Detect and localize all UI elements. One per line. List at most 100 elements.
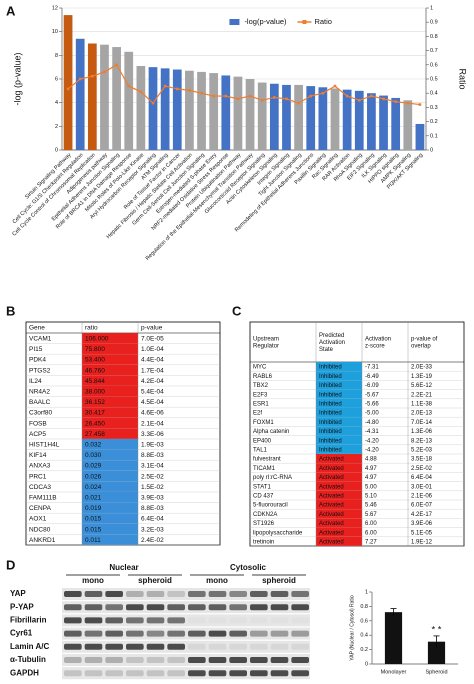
table-cell: Activated (319, 521, 344, 527)
table-cell: Inhibited (319, 374, 342, 380)
ratio-marker (382, 97, 385, 101)
blot-band (208, 630, 227, 637)
blot-row-label: α-Tubulin (10, 655, 46, 664)
blot-band (126, 604, 144, 611)
blot-band (270, 643, 289, 650)
table-cell: Activated (319, 512, 344, 518)
table-cell: Activated (319, 503, 344, 509)
cell-highlight (316, 518, 362, 528)
blot-band (105, 643, 123, 650)
cell-highlight (82, 375, 138, 386)
blot-band (126, 670, 144, 677)
blot-band (270, 591, 289, 597)
blot-band (188, 643, 206, 650)
table-cell: -4.31 (365, 429, 379, 435)
blot-band (146, 617, 165, 624)
table-cell: 3.1E-04 (141, 463, 164, 470)
blot-band (105, 670, 123, 677)
table-cell: Inhibited (319, 411, 342, 417)
table-cell: EP400 (253, 438, 272, 444)
y-tick-label: 6 (55, 76, 58, 82)
cell-highlight (316, 527, 362, 537)
table-cell: -4.80 (365, 420, 379, 426)
table-cell: Inhibited (319, 365, 342, 371)
table-cell: 1.7E-04 (141, 367, 164, 374)
table-cell: CDKN2A (253, 512, 277, 518)
blot-band (84, 670, 103, 677)
bar (415, 123, 425, 150)
ratio-marker (321, 91, 325, 95)
blot-band (291, 604, 309, 611)
blot-band (208, 657, 227, 663)
ratio-marker (163, 84, 167, 88)
blot-band (64, 617, 82, 624)
blot-band (64, 670, 82, 677)
y2-axis-title: Ratio (458, 68, 468, 89)
blot-band (208, 604, 227, 611)
blot-band (146, 591, 165, 597)
bar (306, 86, 316, 150)
table-cell: Activated (319, 493, 344, 499)
bar (221, 75, 231, 150)
y-axis-title: YAP (Nuclear / Cytosol) Ratio (349, 595, 355, 661)
table-cell: MYC (253, 365, 267, 371)
blot-band (64, 657, 82, 663)
bar (318, 87, 328, 150)
table-cell: ANXA3 (29, 463, 51, 470)
table-cell: 3.2E-03 (141, 526, 164, 533)
table-cell: 2.1E-06 (411, 493, 433, 499)
table-cell: Activated (319, 466, 344, 472)
cell-highlight (82, 343, 138, 355)
blot-row-label: YAP (10, 589, 26, 598)
table-cell: 4.88 (365, 457, 377, 463)
table-cell: E2f (253, 411, 262, 417)
table-cell: C3orf80 (29, 410, 53, 417)
cell-highlight (82, 534, 138, 545)
x-tick-label: Monolayer (381, 669, 407, 675)
blot-band (270, 630, 289, 637)
table-cell: 5.1E-05 (411, 530, 433, 536)
table-cell: 1.9E-03 (141, 442, 164, 449)
table-cell: STAT1 (253, 484, 271, 490)
ratio-marker (212, 94, 215, 98)
table-cell: Inhibited (319, 420, 342, 426)
blot-band (84, 643, 103, 650)
ratio-marker (66, 87, 70, 91)
table-cell: 5.2E-03 (411, 447, 433, 453)
ratio-marker (175, 87, 179, 91)
table-cell: 4.97 (365, 475, 377, 481)
blot-row-label: Lamin A/C (10, 642, 49, 651)
table-cell: 2.2E-21 (411, 392, 433, 398)
y2-tick-label: 0.6 (430, 62, 438, 68)
y2-tick-label: 1 (430, 5, 433, 11)
table-cell: E2F3 (253, 392, 268, 398)
blot-band (64, 630, 82, 637)
cell-highlight (82, 396, 138, 408)
table-cell: 4.5E-04 (141, 399, 164, 406)
panel-label: C (232, 303, 242, 318)
table-cell: 5-fluorouracil (253, 503, 288, 509)
y2-tick-label: 0.9 (430, 20, 438, 26)
blot-strip (62, 627, 310, 640)
header-cell: Upstream Regulator (253, 336, 279, 349)
y-tick-label: 0 (55, 147, 58, 153)
blot-band (84, 617, 103, 624)
panel-label: D (6, 557, 15, 572)
table-cell: 3.9E-03 (141, 495, 164, 502)
blot-band (105, 591, 123, 597)
blot-band (188, 604, 206, 611)
table-cell: 6.4E-04 (411, 475, 433, 481)
table-cell: 1.9E-12 (411, 539, 433, 545)
blot-band (270, 657, 289, 663)
table-cell: Activated (319, 475, 344, 481)
panel-label: A (6, 3, 16, 18)
cell-highlight (82, 460, 138, 471)
header-cell: p-value (141, 324, 163, 331)
table-cell: 8.2E-13 (411, 438, 433, 444)
bar (100, 44, 109, 150)
table-cell: 6.0E-07 (411, 503, 433, 509)
blot-band (270, 604, 289, 611)
cell-highlight (316, 500, 362, 510)
y-tick-label: 2 (55, 124, 58, 130)
